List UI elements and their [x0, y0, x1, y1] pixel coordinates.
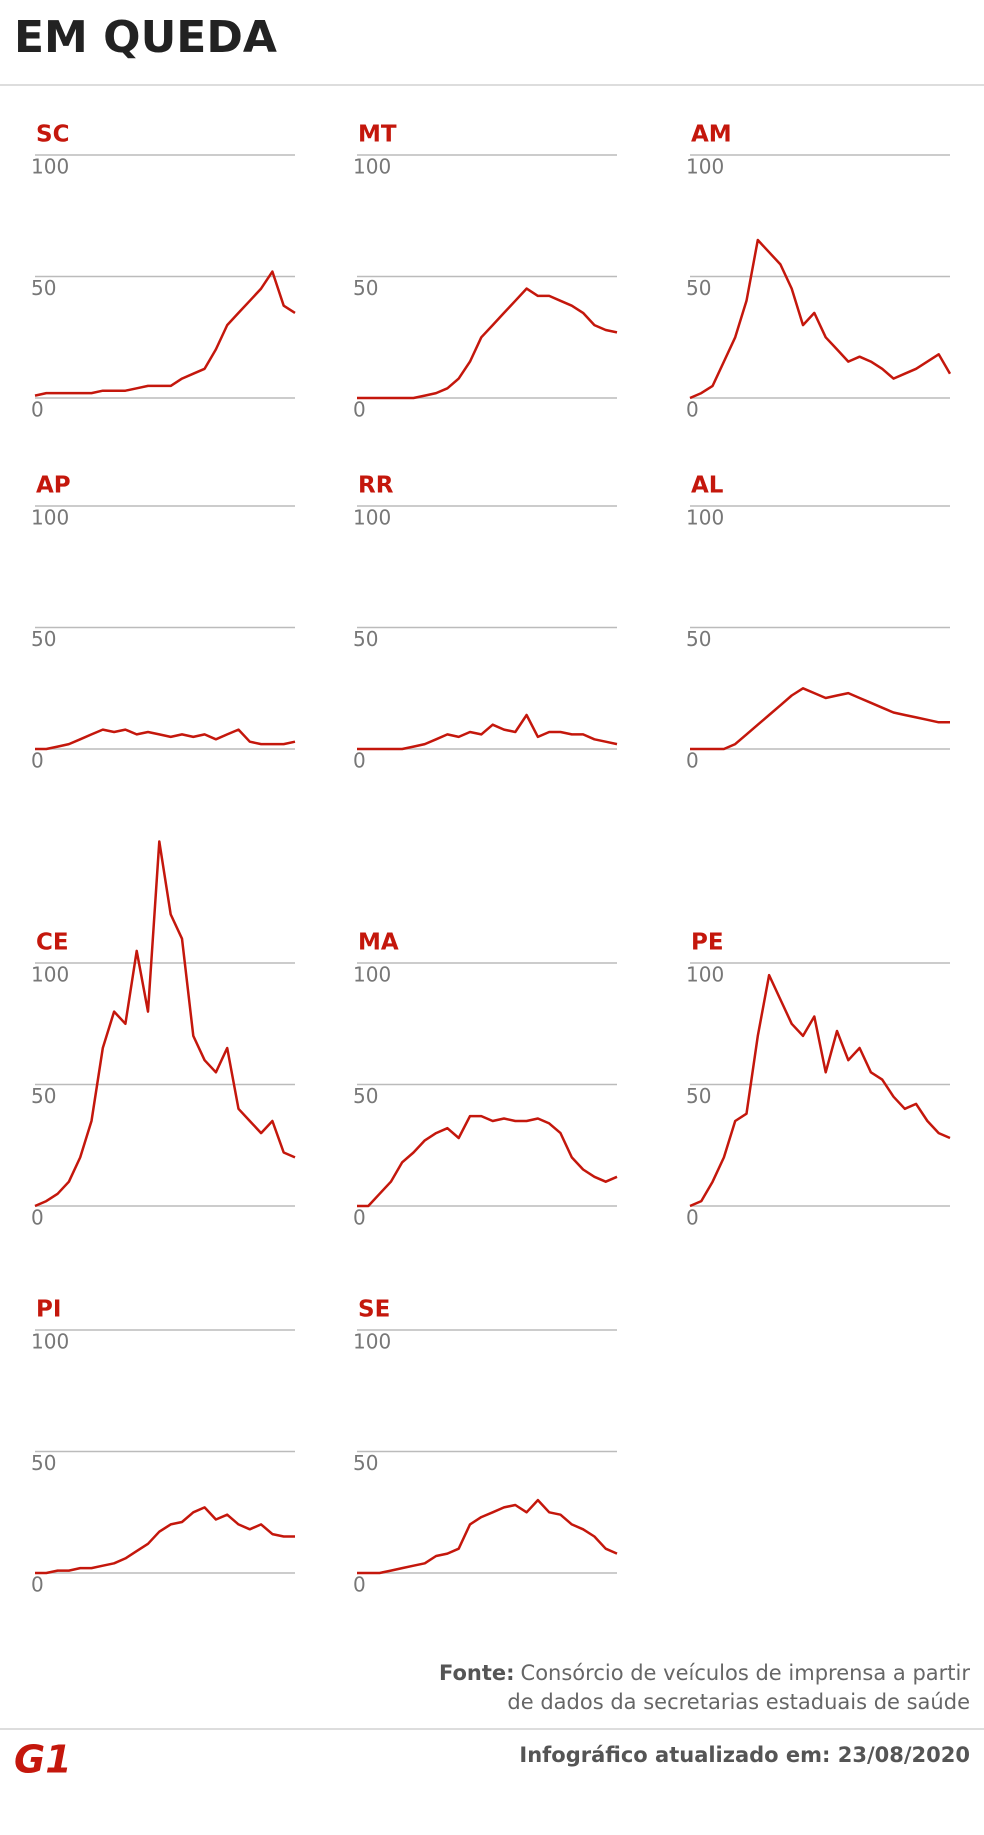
source-line1: Consórcio de veículos de imprensa a part…	[521, 1661, 971, 1685]
source-text: Fonte: Consórcio de veículos de imprensa …	[439, 1661, 970, 1685]
y-tick-label: 0	[686, 749, 699, 773]
y-tick-label: 100	[353, 155, 391, 179]
y-tick-label: 50	[686, 1084, 711, 1108]
panel-title: AM	[691, 122, 732, 148]
y-tick-label: 50	[353, 627, 378, 651]
y-tick-label: 0	[31, 1573, 44, 1597]
y-tick-label: 0	[353, 1573, 366, 1597]
panel-title: AL	[691, 473, 724, 499]
y-tick-label: 0	[31, 1206, 44, 1230]
source-line2: de dados da secretarias estaduais de saú…	[507, 1690, 970, 1714]
y-tick-label: 0	[353, 749, 366, 773]
panel-title: RR	[358, 473, 394, 499]
y-tick-label: 100	[353, 1330, 391, 1354]
data-line	[357, 1114, 618, 1208]
y-tick-label: 100	[31, 506, 69, 530]
data-line	[34, 270, 296, 397]
y-tick-label: 0	[353, 1206, 366, 1230]
y-tick-label: 0	[353, 398, 366, 422]
y-tick-label: 100	[31, 963, 69, 987]
y-tick-label: 0	[686, 1206, 699, 1230]
source-label: Fonte:	[439, 1661, 515, 1685]
panel-title: MA	[358, 930, 399, 956]
panel-title: SC	[36, 122, 69, 148]
y-tick-label: 100	[686, 963, 724, 987]
panel-title: CE	[36, 930, 69, 956]
panel-title: PI	[36, 1297, 61, 1323]
panel-title: AP	[36, 473, 71, 499]
data-line	[357, 1498, 618, 1575]
y-tick-label: 100	[353, 506, 391, 530]
data-line	[35, 728, 296, 751]
y-tick-label: 100	[686, 155, 724, 179]
data-line	[34, 840, 296, 1208]
y-tick-label: 100	[353, 963, 391, 987]
panel-title: PE	[691, 930, 724, 956]
y-tick-label: 0	[31, 749, 44, 773]
y-tick-label: 50	[353, 276, 378, 300]
y-tick-label: 100	[31, 1330, 69, 1354]
y-tick-label: 50	[31, 1451, 56, 1475]
y-tick-label: 50	[686, 627, 711, 651]
data-line	[689, 238, 952, 400]
y-tick-label: 0	[686, 398, 699, 422]
y-tick-label: 50	[353, 1084, 378, 1108]
y-tick-label: 50	[686, 276, 711, 300]
y-tick-label: 50	[31, 1084, 56, 1108]
y-tick-label: 50	[353, 1451, 378, 1475]
data-line	[690, 687, 950, 751]
data-line	[689, 973, 951, 1208]
data-line	[357, 713, 618, 751]
page-title: EM QUEDA	[14, 12, 277, 63]
y-tick-label: 50	[31, 276, 56, 300]
data-line	[35, 1506, 295, 1575]
data-line	[357, 287, 618, 400]
y-tick-label: 0	[31, 398, 44, 422]
updated-text: Infográfico atualizado em: 23/08/2020	[519, 1743, 970, 1767]
panel-title: SE	[358, 1297, 390, 1323]
y-tick-label: 50	[31, 627, 56, 651]
y-tick-label: 100	[31, 155, 69, 179]
logo: G1	[14, 1738, 72, 1782]
y-tick-label: 100	[686, 506, 724, 530]
panel-title: MT	[358, 122, 397, 148]
